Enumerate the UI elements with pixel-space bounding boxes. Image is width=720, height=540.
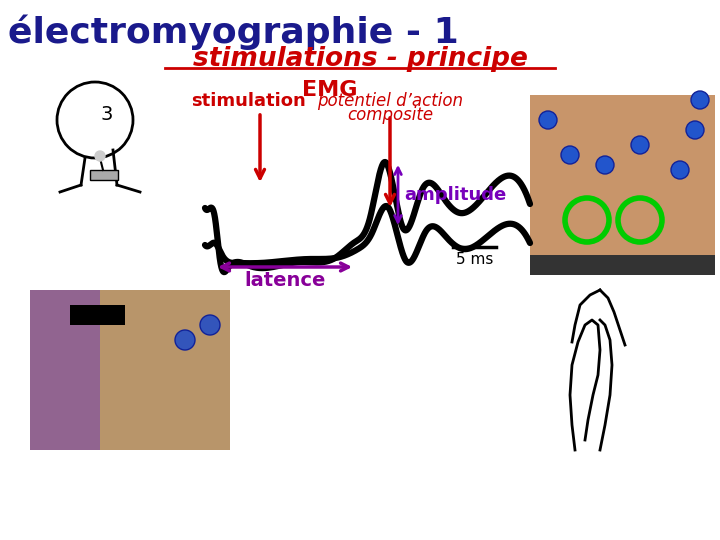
Text: 3: 3 (101, 105, 113, 125)
Circle shape (561, 146, 579, 164)
Text: 5 ms: 5 ms (456, 252, 493, 267)
Text: électromyographie - 1: électromyographie - 1 (8, 15, 459, 51)
Bar (90, 170, 118, 180)
Text: amplitude: amplitude (404, 186, 506, 204)
Text: stimulation: stimulation (191, 92, 305, 110)
Text: latence: latence (244, 271, 325, 290)
Circle shape (631, 136, 649, 154)
Bar (70, 305, 125, 325)
Circle shape (596, 156, 614, 174)
Bar (30, 290, 100, 450)
Circle shape (671, 161, 689, 179)
Text: EMG: EMG (302, 80, 358, 100)
Circle shape (175, 330, 195, 350)
Circle shape (200, 315, 220, 335)
Text: composite: composite (347, 106, 433, 124)
Circle shape (95, 151, 105, 161)
Bar (30, 70, 175, 265)
Circle shape (686, 121, 704, 139)
Bar (530, 95, 715, 275)
Circle shape (539, 111, 557, 129)
Bar (530, 255, 715, 275)
Circle shape (691, 91, 709, 109)
Text: stimulations - principe: stimulations - principe (192, 46, 528, 72)
Text: potentiel d’action: potentiel d’action (317, 92, 463, 110)
Bar (30, 290, 230, 450)
